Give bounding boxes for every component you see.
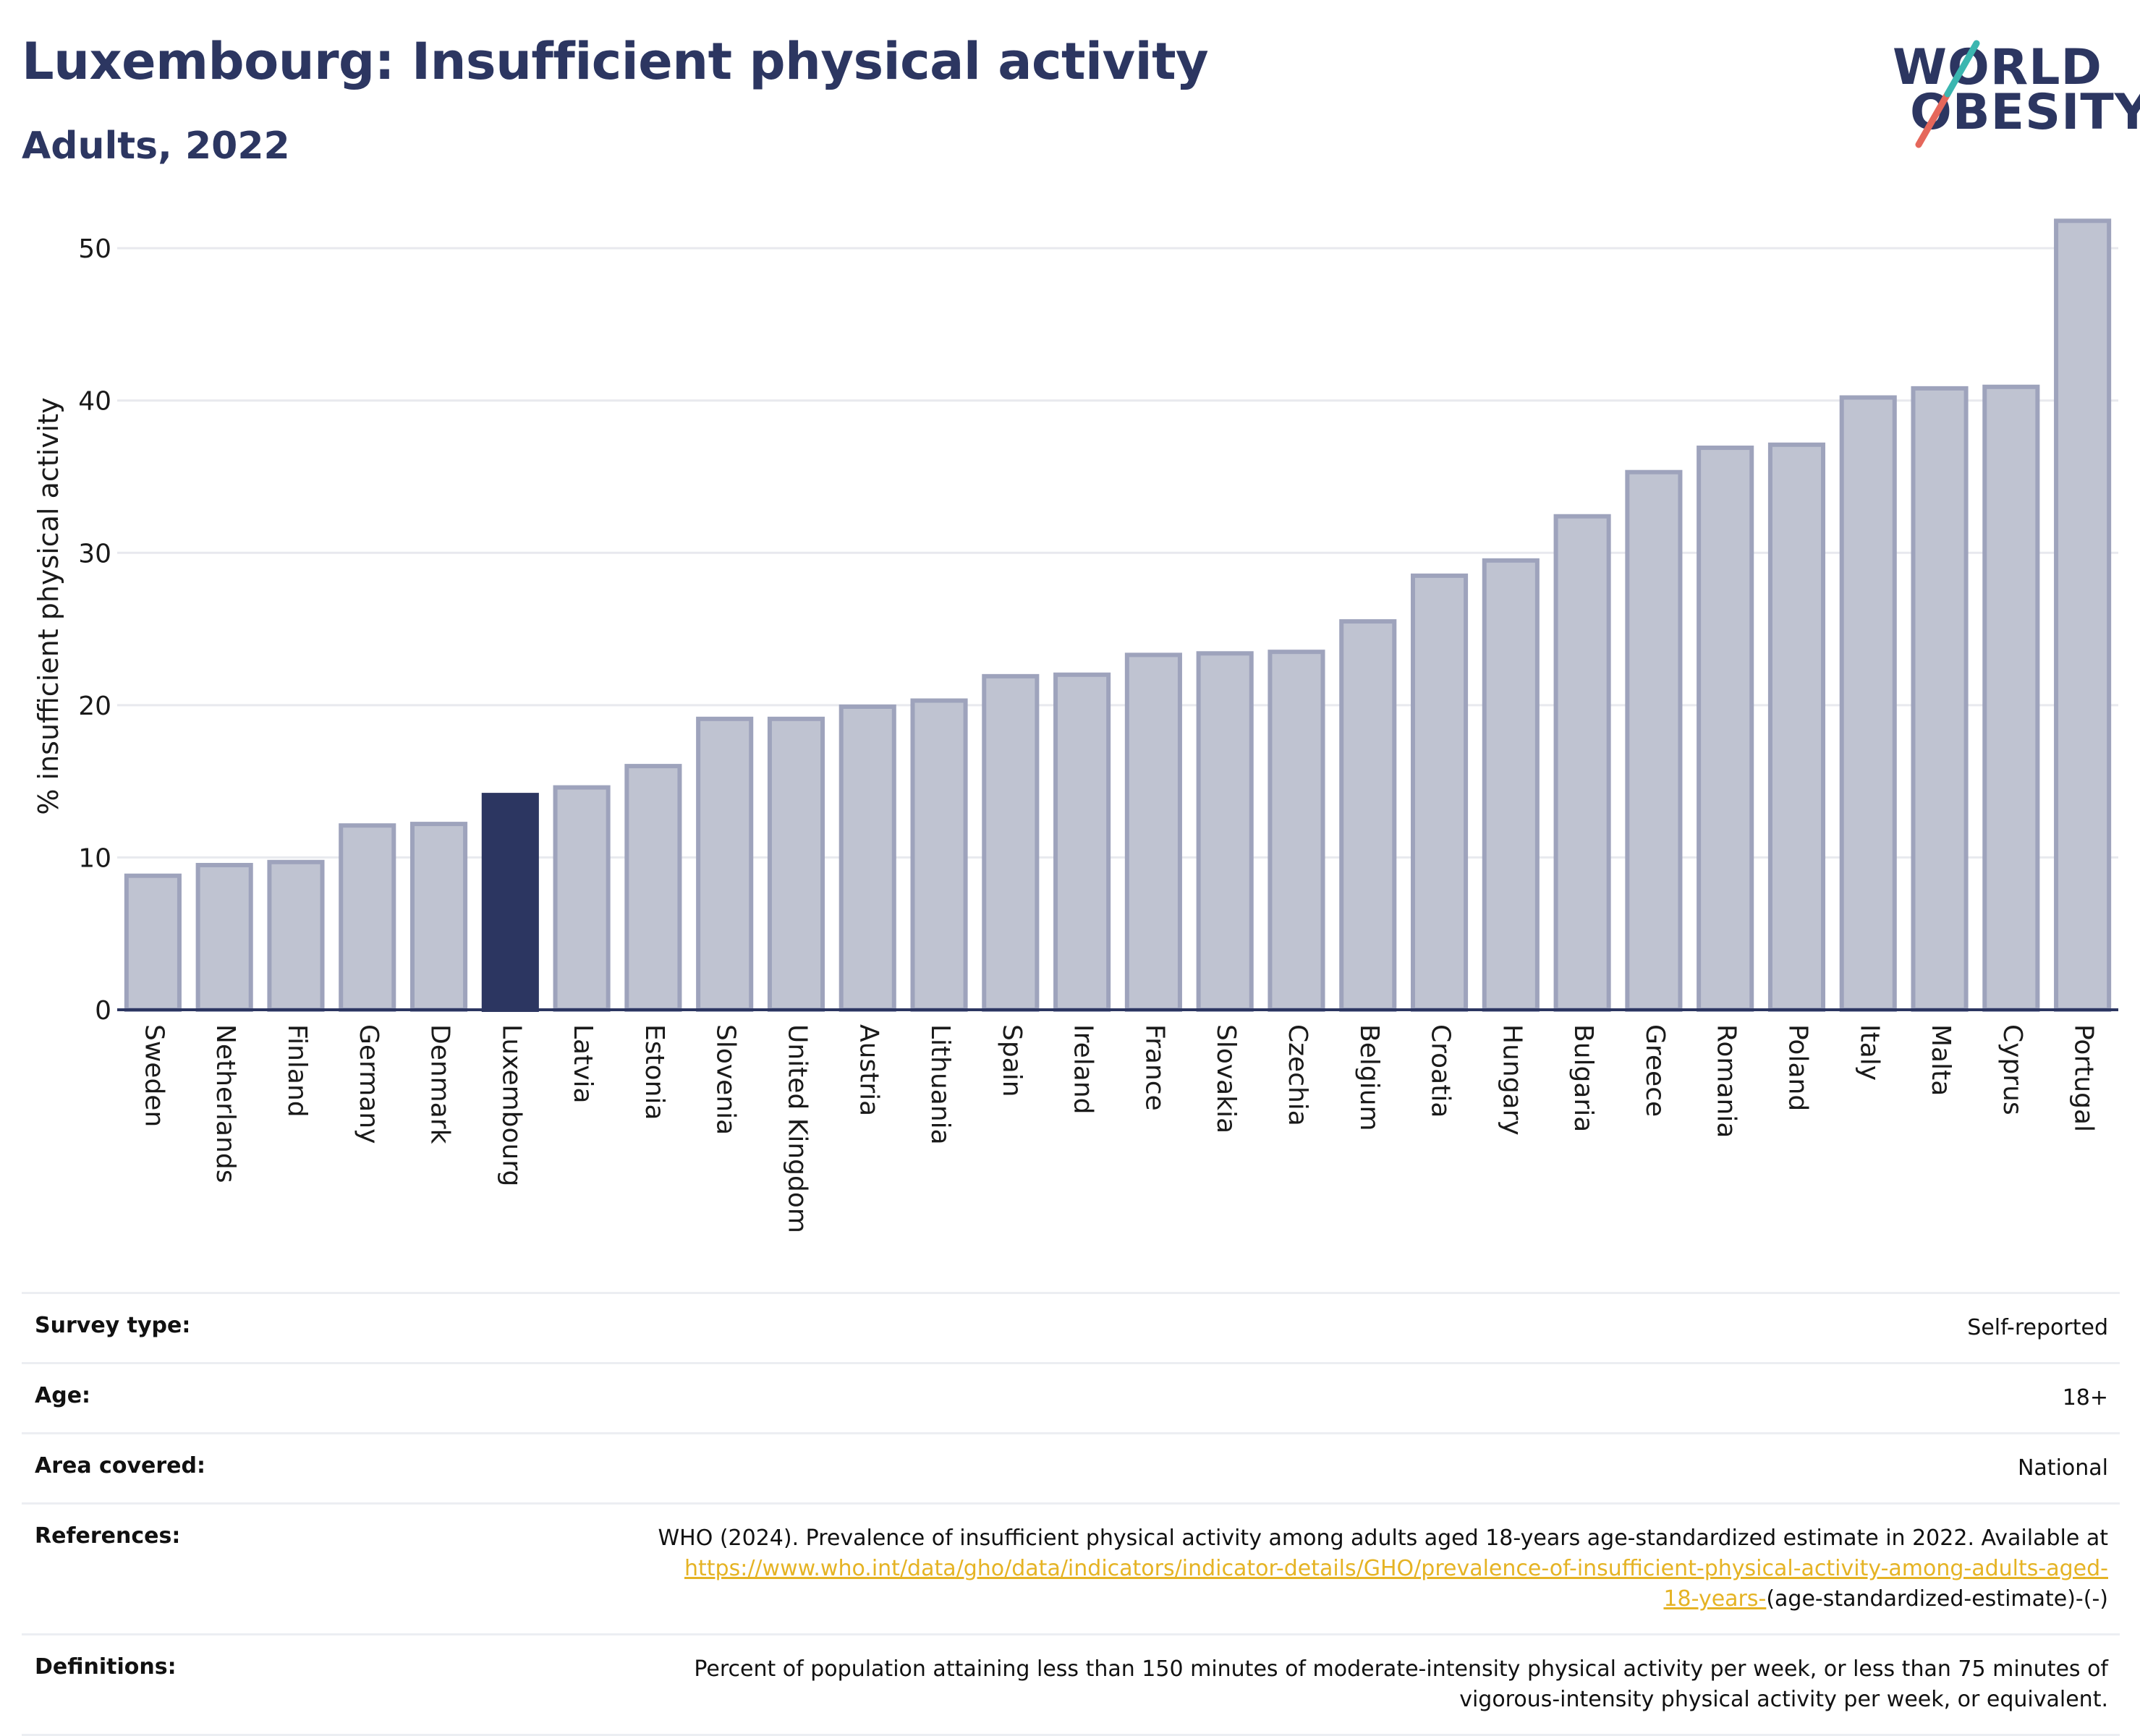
x-tick-label: Hungary xyxy=(1497,1024,1527,1136)
world-obesity-logo: WORLD OBESITY xyxy=(1881,22,2140,152)
definitions-line2: vigorous-intensity physical activity per… xyxy=(1459,1687,2108,1712)
bar-romania xyxy=(1697,446,1754,1013)
bar-estonia xyxy=(624,764,682,1013)
x-tick-label: Italy xyxy=(1854,1024,1884,1081)
x-tick-label: Netherlands xyxy=(211,1024,240,1183)
x-tick-label: Bulgaria xyxy=(1568,1024,1598,1132)
bar-italy xyxy=(1839,395,1897,1012)
bar-croatia xyxy=(1410,573,1469,1012)
survey-type-row: Survey type: Self-reported xyxy=(22,1292,2120,1363)
x-tick-label: Romania xyxy=(1712,1024,1741,1138)
bar-portugal xyxy=(2054,218,2112,1012)
definitions-line1: Percent of population attaining less tha… xyxy=(694,1656,2108,1682)
bar-belgium xyxy=(1339,619,1397,1012)
x-tick-label: United Kingdom xyxy=(782,1024,812,1233)
logo-text-line1: WORLD xyxy=(1893,39,2102,96)
x-tick-label: Luxembourg xyxy=(496,1024,526,1186)
chart-title: Luxembourg: Insufficient physical activi… xyxy=(22,32,1209,91)
x-tick-label: Greece xyxy=(1640,1024,1670,1117)
y-tick-label: 10 xyxy=(78,843,111,873)
y-tick-label: 50 xyxy=(78,234,111,264)
bar-lithuania xyxy=(910,698,968,1013)
survey-type-label: Survey type: xyxy=(22,1292,553,1363)
bar-finland xyxy=(267,859,325,1012)
x-tick-label: Croatia xyxy=(1426,1024,1456,1118)
chart-subtitle: Adults, 2022 xyxy=(22,124,290,168)
x-tick-label: Spain xyxy=(997,1024,1027,1097)
age-row: Age: 18+ xyxy=(22,1362,2120,1434)
references-label: References: xyxy=(22,1502,553,1635)
x-tick-label: Denmark xyxy=(425,1024,455,1144)
bar-austria xyxy=(838,704,896,1012)
bar-slovakia xyxy=(1196,651,1254,1012)
references-value: WHO (2024). Prevalence of insufficient p… xyxy=(553,1502,2120,1635)
area-value: National xyxy=(553,1432,2120,1504)
references-text: WHO (2024). Prevalence of insufficient p… xyxy=(658,1526,2108,1551)
definitions-label: Definitions: xyxy=(22,1633,553,1736)
bar-hungary xyxy=(1482,558,1540,1012)
bar-malta xyxy=(1911,386,1969,1012)
age-value: 18+ xyxy=(553,1362,2120,1434)
survey-type-value: Self-reported xyxy=(553,1292,2120,1363)
x-tick-label: Poland xyxy=(1783,1024,1812,1111)
area-row: Area covered: National xyxy=(22,1432,2120,1504)
details-table: Survey type: Self-reported Age: 18+ Area… xyxy=(22,1292,2120,1736)
bar-germany xyxy=(339,823,396,1012)
y-tick-label: 40 xyxy=(78,387,111,417)
x-tick-label: Finland xyxy=(282,1024,312,1118)
definitions-row: Definitions: Percent of population attai… xyxy=(22,1633,2120,1736)
references-link-line1[interactable]: https://www.who.int/data/gho/data/indica… xyxy=(684,1556,2108,1581)
x-tick-label: Sweden xyxy=(139,1024,169,1127)
definitions-value: Percent of population attaining less tha… xyxy=(553,1633,2120,1736)
age-label: Age: xyxy=(22,1362,553,1434)
y-axis-title: % insufficient physical activity xyxy=(33,397,64,814)
y-tick-label: 20 xyxy=(78,692,111,721)
bar-spain xyxy=(982,673,1040,1012)
bar-luxembourg xyxy=(481,793,539,1012)
references-row: References: WHO (2024). Prevalence of in… xyxy=(22,1502,2120,1635)
bar-netherlands xyxy=(195,862,253,1013)
x-tick-label: Malta xyxy=(1926,1024,1956,1096)
x-tick-label: Slovakia xyxy=(1211,1024,1241,1133)
y-tick-label: 30 xyxy=(78,539,111,569)
bar-cyprus xyxy=(1982,384,2040,1012)
bar-bulgaria xyxy=(1553,514,1611,1012)
y-tick-label: 0 xyxy=(95,996,111,1026)
bar-denmark xyxy=(409,822,468,1012)
x-tick-label: Latvia xyxy=(568,1024,598,1104)
bar-czechia xyxy=(1268,650,1325,1012)
bar-poland xyxy=(1767,442,1826,1012)
x-tick-label: Portugal xyxy=(2069,1024,2099,1132)
x-tick-label: Slovenia xyxy=(711,1024,741,1135)
references-suffix: (age-standardized-estimate)-(-) xyxy=(1766,1586,2108,1612)
bar-greece xyxy=(1625,469,1683,1012)
logo-slash-icon xyxy=(1915,40,1980,148)
x-tick-label: Ireland xyxy=(1069,1024,1098,1115)
x-tick-label: Lithuania xyxy=(925,1024,955,1145)
x-tick-label: Cyprus xyxy=(1997,1024,2027,1115)
bar-chart: 0 10 20 30 40 50 % insufficient physical activ… xyxy=(33,218,2118,1233)
bar-sweden xyxy=(124,873,182,1013)
x-tick-label: Czechia xyxy=(1283,1024,1312,1126)
references-link-line2[interactable]: 18-years- xyxy=(1663,1586,1767,1612)
x-tick-label: Germany xyxy=(354,1024,383,1144)
area-label: Area covered: xyxy=(22,1432,553,1504)
bar-slovenia xyxy=(696,716,754,1012)
bar-ireland xyxy=(1053,672,1111,1012)
bar-latvia xyxy=(553,785,611,1013)
x-tick-label: Estonia xyxy=(640,1024,669,1120)
bar-united-kingdom xyxy=(767,716,825,1012)
bar-france xyxy=(1124,652,1182,1012)
x-tick-label: France xyxy=(1139,1024,1169,1111)
x-tick-label: Austria xyxy=(854,1024,883,1116)
x-tick-label: Belgium xyxy=(1354,1024,1384,1131)
